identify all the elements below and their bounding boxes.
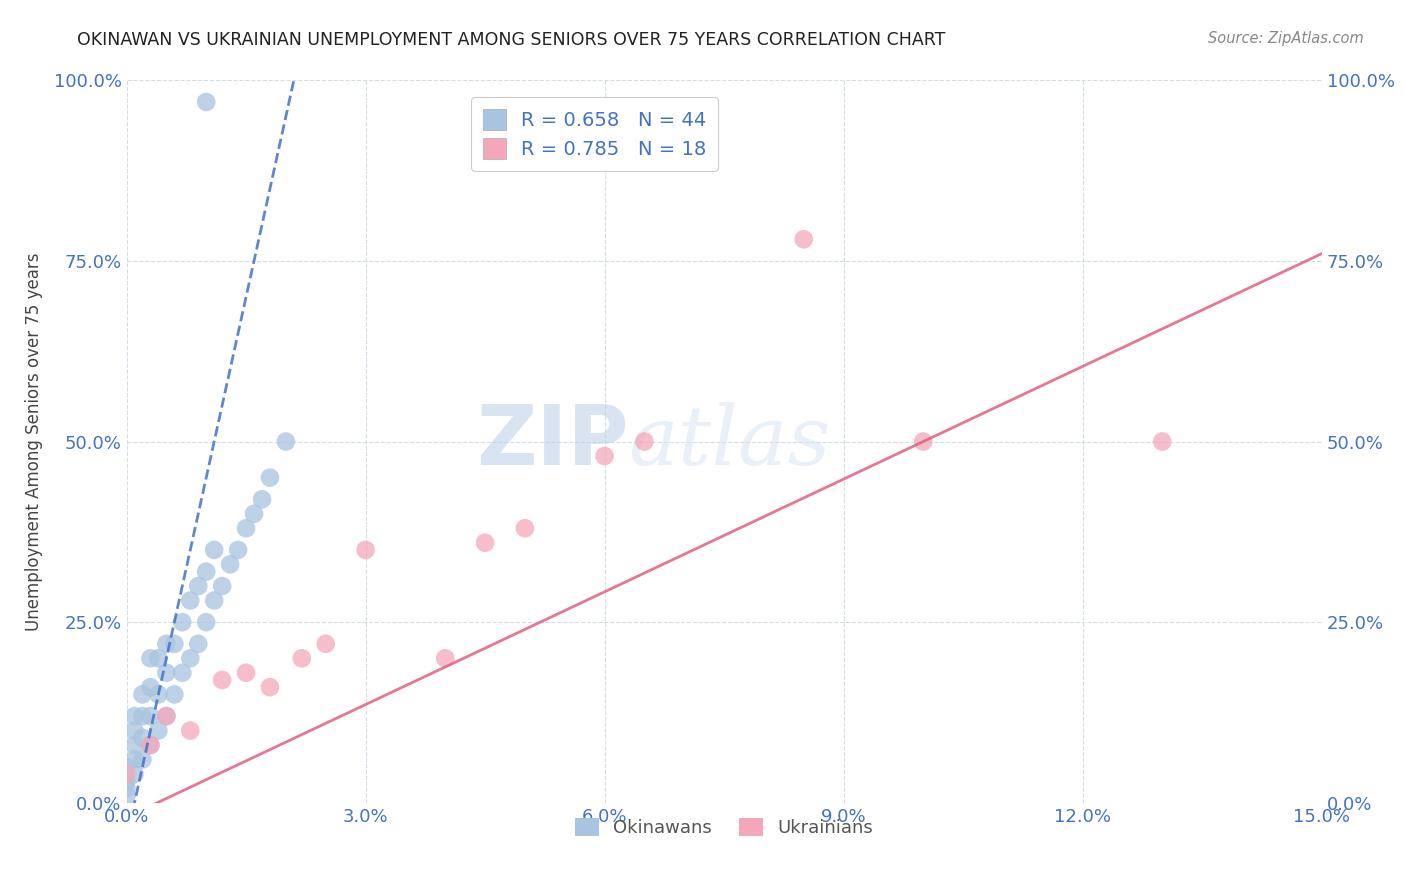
Point	[211, 673, 233, 687]
Point	[250, 492, 273, 507]
Point	[131, 687, 153, 701]
Point	[195, 95, 218, 109]
Y-axis label: Unemployment Among Seniors over 75 years: Unemployment Among Seniors over 75 years	[24, 252, 42, 631]
Point	[593, 449, 616, 463]
Point	[148, 723, 170, 738]
Point	[163, 637, 186, 651]
Point	[912, 434, 935, 449]
Point	[124, 752, 146, 766]
Point	[187, 579, 209, 593]
Point	[179, 723, 201, 738]
Point	[235, 665, 257, 680]
Point	[155, 709, 177, 723]
Point	[243, 507, 266, 521]
Point	[124, 738, 146, 752]
Point	[172, 665, 194, 680]
Point	[131, 731, 153, 745]
Point	[155, 665, 177, 680]
Point	[172, 615, 194, 630]
Point	[354, 542, 377, 557]
Point	[115, 774, 138, 789]
Text: atlas: atlas	[628, 401, 831, 482]
Point	[259, 470, 281, 484]
Point	[211, 579, 233, 593]
Point	[195, 615, 218, 630]
Point	[148, 687, 170, 701]
Point	[259, 680, 281, 694]
Point	[434, 651, 457, 665]
Point	[235, 521, 257, 535]
Point	[155, 637, 177, 651]
Text: Source: ZipAtlas.com: Source: ZipAtlas.com	[1208, 31, 1364, 46]
Text: ZIP: ZIP	[477, 401, 628, 482]
Legend: Okinawans, Ukrainians: Okinawans, Ukrainians	[568, 811, 880, 845]
Point	[1152, 434, 1174, 449]
Point	[115, 789, 138, 803]
Point	[139, 651, 162, 665]
Point	[131, 709, 153, 723]
Point	[633, 434, 655, 449]
Point	[219, 558, 242, 572]
Point	[179, 651, 201, 665]
Point	[202, 542, 225, 557]
Point	[513, 521, 536, 535]
Point	[124, 723, 146, 738]
Point	[139, 709, 162, 723]
Point	[124, 767, 146, 781]
Point	[187, 637, 209, 651]
Point	[179, 593, 201, 607]
Point	[139, 738, 162, 752]
Point	[274, 434, 297, 449]
Point	[291, 651, 314, 665]
Point	[163, 687, 186, 701]
Point	[124, 709, 146, 723]
Point	[315, 637, 337, 651]
Point	[115, 760, 138, 774]
Point	[202, 593, 225, 607]
Point	[155, 709, 177, 723]
Point	[226, 542, 249, 557]
Point	[793, 232, 815, 246]
Text: OKINAWAN VS UKRAINIAN UNEMPLOYMENT AMONG SENIORS OVER 75 YEARS CORRELATION CHART: OKINAWAN VS UKRAINIAN UNEMPLOYMENT AMONG…	[77, 31, 946, 49]
Point	[148, 651, 170, 665]
Point	[115, 767, 138, 781]
Point	[139, 738, 162, 752]
Point	[131, 752, 153, 766]
Point	[115, 781, 138, 796]
Point	[139, 680, 162, 694]
Point	[474, 535, 496, 549]
Point	[195, 565, 218, 579]
